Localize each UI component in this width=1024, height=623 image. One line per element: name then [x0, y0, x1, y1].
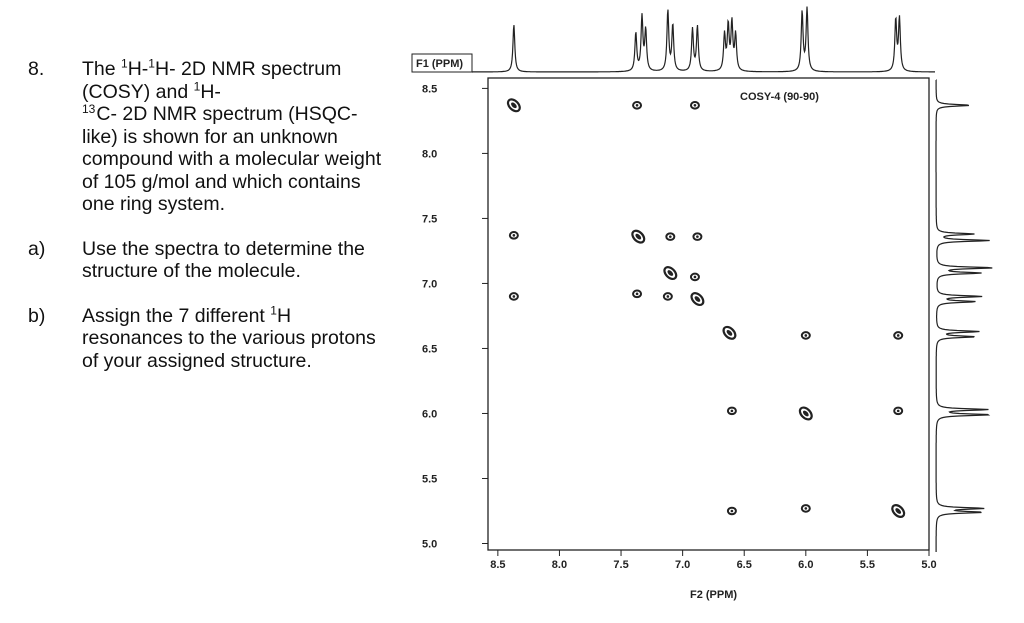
- cross-peak: [689, 101, 700, 110]
- f1-tick-label: 8.5: [422, 83, 437, 95]
- part-a-label: a): [28, 237, 46, 260]
- plot-frame: [487, 77, 930, 551]
- f2-projection-trace: [472, 6, 935, 73]
- question-intro: The 1H-1H- 2D NMR spectrum (COSY) and 1H…: [82, 56, 382, 216]
- question-8: 8. The 1H-1H- 2D NMR spectrum (COSY) and…: [28, 58, 388, 216]
- f1-tick-label: 6.5: [422, 343, 437, 355]
- cross-peak: [506, 98, 521, 113]
- part-b: b) Assign the 7 different 1H resonances …: [28, 303, 388, 373]
- cross-peak: [665, 232, 676, 241]
- cross-peak: [891, 504, 906, 518]
- f2-tick-label: 5.5: [860, 559, 875, 571]
- f2-tick-label: 8.0: [552, 559, 567, 571]
- part-b-label: b): [28, 304, 46, 327]
- f2-tick-label: 6.5: [737, 559, 752, 571]
- f2-tick-label: 5.0: [921, 559, 936, 571]
- cross-peak: [662, 292, 673, 301]
- f1-tick-label: 5.0: [422, 538, 437, 550]
- question-number: 8.: [28, 58, 45, 80]
- cross-peak: [632, 289, 643, 299]
- cross-peak: [692, 232, 703, 241]
- part-a: a) Use the spectra to determine the stru…: [28, 238, 388, 283]
- cross-peak: [632, 101, 643, 110]
- cross-peak: [722, 325, 737, 340]
- f1-tick-label: 6.0: [422, 408, 437, 420]
- part-b-text: Assign the 7 different 1H resonances to …: [82, 303, 376, 372]
- cross-peak: [893, 331, 904, 340]
- f2-axis-label: F2 (PPM): [690, 589, 737, 601]
- cross-peak: [726, 506, 737, 516]
- cross-peaks: [506, 98, 906, 518]
- f1-tick-label: 7.5: [422, 213, 437, 225]
- f1-ticks: 8.5 8.0 7.5 7.0 6.5 6.0 5.5 5.0: [422, 83, 488, 550]
- experiment-label: COSY-4 (90-90): [740, 91, 819, 103]
- f2-tick-label: 6.0: [798, 559, 813, 571]
- cross-peak: [689, 272, 700, 282]
- cross-peak: [690, 292, 705, 307]
- f1-axis-label: F1 (PPM): [416, 58, 463, 70]
- f1-tick-label: 7.0: [422, 278, 437, 290]
- cross-peak: [663, 266, 678, 281]
- f2-tick-label: 7.0: [675, 559, 690, 571]
- cross-peak: [631, 229, 646, 244]
- f2-ticks: 8.5 8.0 7.5 7.0 6.5 6.0 5.5 5.0: [490, 550, 937, 571]
- f1-tick-label: 8.0: [422, 148, 437, 160]
- cross-peak: [726, 406, 737, 416]
- cross-peak: [508, 292, 519, 301]
- cross-peak: [798, 406, 813, 421]
- f1-projection-trace: [935, 79, 993, 552]
- cross-peak: [800, 331, 811, 340]
- f1-label-box: [411, 53, 473, 73]
- f1-tick-label: 5.5: [422, 473, 437, 485]
- cross-peak: [508, 231, 519, 240]
- question-block: 8. The 1H-1H- 2D NMR spectrum (COSY) and…: [28, 58, 388, 372]
- f2-tick-label: 7.5: [613, 559, 628, 571]
- cross-peak: [800, 504, 811, 513]
- cross-peak: [893, 406, 904, 416]
- part-a-text: Use the spectra to determine the structu…: [82, 237, 365, 283]
- f2-tick-label: 8.5: [490, 559, 505, 571]
